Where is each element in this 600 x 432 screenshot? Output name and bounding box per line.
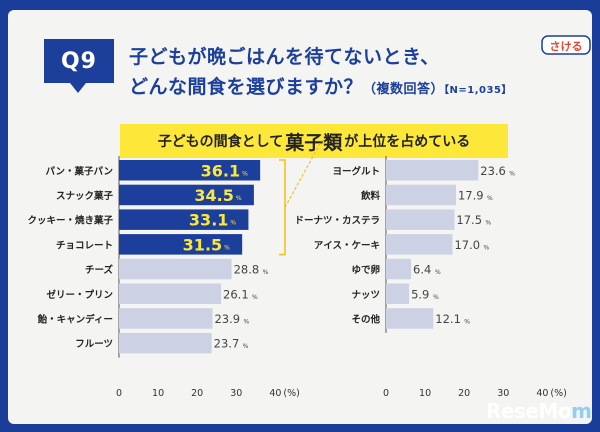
- category-label: スナック菓子: [56, 190, 114, 202]
- category-label: フルーツ: [75, 339, 113, 350]
- category-label: ドーナツ・カステラ: [294, 216, 380, 227]
- watermark-text-b: m: [571, 399, 592, 423]
- data-label-unit: %: [263, 269, 269, 276]
- data-label-unit: %: [485, 220, 491, 227]
- category-label: チーズ: [85, 264, 114, 276]
- data-label: 17.9: [458, 188, 484, 202]
- x-tick-label: 20: [191, 388, 203, 399]
- x-axis-label: (%): [550, 388, 566, 399]
- bar: [386, 209, 455, 230]
- bar: [119, 308, 213, 329]
- survey-card: Q9 子どもが晩ごはんを待てないとき、 どんな間食を選びますか？（複数回答）【N…: [8, 10, 592, 424]
- sample-size: 【N=1,035】: [444, 85, 512, 96]
- x-tick-label: 40: [269, 388, 281, 399]
- data-label: 17.5: [456, 213, 482, 227]
- highlight-banner: 子どもの間食として 菓子類 が上位を占めている: [120, 124, 508, 158]
- data-label: 12.1: [435, 312, 461, 326]
- category-label: その他: [351, 313, 380, 325]
- bar: [119, 184, 254, 206]
- data-label-unit: %: [224, 244, 230, 251]
- data-label: 23.6: [480, 164, 506, 178]
- x-tick-label: 40: [536, 388, 548, 399]
- category-label: チョコレート: [56, 240, 113, 251]
- x-tick-label: 20: [458, 388, 470, 399]
- category-label: 飲料: [360, 190, 381, 202]
- data-label-unit: %: [230, 220, 236, 227]
- bar: [386, 308, 434, 329]
- data-label-unit: %: [464, 318, 470, 325]
- data-label: 5.9: [411, 287, 429, 301]
- data-label-unit: %: [509, 170, 515, 177]
- x-tick-label: 10: [419, 388, 431, 399]
- x-tick-label: 0: [383, 388, 389, 399]
- bar: [119, 332, 212, 354]
- data-label: 36.1: [201, 161, 240, 180]
- question-title-line2: どんな間食を選びますか？（複数回答）【N=1,035】: [129, 72, 512, 99]
- bar: [386, 258, 412, 280]
- category-label: アイス・ケーキ: [314, 240, 380, 251]
- watermark-text-a: ReseMo: [486, 399, 572, 423]
- data-label-unit: %: [487, 195, 493, 202]
- bar: [119, 234, 243, 255]
- data-label: 23.9: [214, 312, 240, 326]
- data-label: 34.5: [194, 186, 233, 205]
- data-label: 26.1: [223, 287, 249, 301]
- data-label-unit: %: [252, 294, 258, 301]
- data-label-unit: %: [242, 170, 248, 177]
- data-label-unit: %: [435, 269, 441, 276]
- bar: [119, 283, 222, 304]
- bar: [386, 283, 410, 304]
- group-bracket: [279, 159, 286, 256]
- data-label-unit: %: [433, 294, 439, 301]
- data-label-unit: %: [243, 318, 249, 325]
- category-label: ナッツ: [351, 290, 380, 301]
- banner-text-pre: 子どもの間食として: [157, 134, 284, 150]
- category-label: クッキー・焼き菓子: [27, 215, 113, 227]
- category-label: ゼリー・プリン: [46, 289, 113, 301]
- banner-text-emphasis: 菓子類: [285, 131, 343, 154]
- data-label: 23.7: [214, 337, 240, 351]
- question-title-line1: 子どもが晩ごはんを待てないとき、: [129, 46, 440, 68]
- logo-icon: さける: [541, 35, 591, 55]
- question-answer-type: （複数回答）: [363, 82, 445, 97]
- banner-text-post: が上位を占めている: [344, 134, 471, 150]
- x-axis-label: (%): [283, 388, 299, 399]
- category-label: ヨーグルト: [332, 165, 380, 177]
- data-label-unit: %: [243, 343, 249, 350]
- data-label: 17.0: [454, 238, 480, 252]
- category-label: パン・菓子パン: [46, 165, 113, 177]
- x-tick-label: 0: [116, 388, 122, 399]
- category-label: 飴・キャンディー: [37, 313, 113, 325]
- data-label-unit: %: [483, 244, 489, 251]
- question-title-main: どんな間食を選びますか？: [129, 76, 364, 98]
- x-tick-label: 10: [152, 388, 164, 399]
- data-label: 31.5: [183, 235, 222, 254]
- bar: [386, 160, 479, 181]
- data-label-unit: %: [236, 195, 242, 202]
- category-label: ゆで卵: [351, 264, 380, 276]
- bracket-connector: [284, 139, 323, 208]
- x-tick-label: 30: [230, 388, 242, 399]
- x-tick-label: 30: [497, 388, 509, 399]
- bar: [119, 258, 232, 280]
- bar: [386, 184, 456, 206]
- logo-text: さける: [550, 40, 583, 53]
- question-number-badge: Q9: [44, 39, 114, 83]
- bar: [119, 160, 261, 181]
- data-label: 33.1: [189, 211, 228, 230]
- data-label: 6.4: [413, 263, 431, 277]
- bar: [386, 234, 453, 255]
- brand-logo: さける: [541, 33, 591, 57]
- data-label: 28.8: [234, 263, 260, 277]
- bar: [119, 209, 249, 230]
- badge-tail: [70, 83, 86, 93]
- watermark: ReseMom: [486, 399, 592, 423]
